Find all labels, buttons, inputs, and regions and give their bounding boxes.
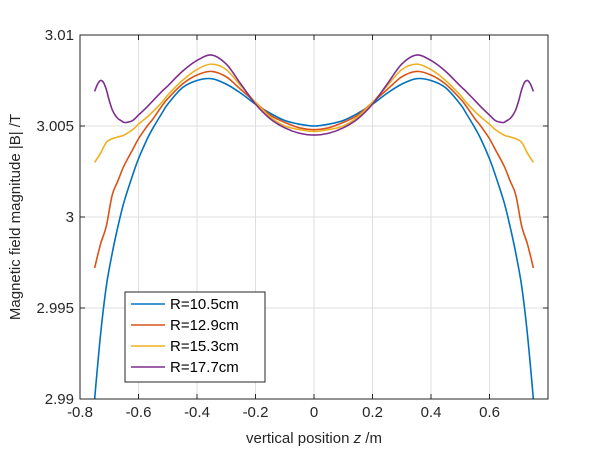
x-tick-label: -0.2 [243, 404, 269, 421]
y-tick-label: 2.995 [36, 300, 74, 317]
series-line-r-10-5cm [93, 77, 535, 399]
y-tick-label: 2.99 [45, 391, 74, 408]
legend-label: R=17.7cm [170, 359, 239, 376]
x-axis-label-prefix: vertical position [246, 430, 354, 447]
legend-label: R=12.9cm [170, 317, 239, 334]
y-tick-label: 3 [66, 209, 74, 226]
plot-box [79, 34, 549, 400]
y-tick-label: 3.005 [36, 118, 74, 135]
x-axis-label-unit: /m [361, 430, 382, 447]
x-axis-label: vertical position z /m [246, 430, 382, 447]
series-line-r-15-3cm [93, 63, 535, 163]
x-tick-label: 0.6 [479, 404, 500, 421]
legend-label: R=10.5cm [170, 296, 239, 313]
series-line-r-12-9cm [93, 70, 535, 269]
y-tick-label: 3.01 [45, 27, 74, 44]
legend-label: R=15.3cm [170, 338, 239, 355]
tick-labels: -0.8 -0.6 -0.4 -0.2 0 0.2 0.4 0.6 2.99 2.995 3 3.00… [36, 27, 499, 421]
legend: R=10.5cm R=12.9cm R=15.3cm R=17.7cm [124, 291, 266, 383]
series-line-r-17-7cm [93, 54, 535, 136]
x-tick-label: 0.2 [362, 404, 383, 421]
x-axis-label-variable: z [353, 430, 362, 447]
series-lines [93, 54, 535, 399]
x-tick-label: 0 [310, 404, 318, 421]
y-axis-label: Magnetic field magnitude |B| /T [7, 114, 24, 320]
x-tick-label: 0.4 [421, 404, 442, 421]
x-tick-label: -0.4 [184, 404, 210, 421]
x-tick-label: -0.8 [67, 404, 93, 421]
x-tick-label: -0.6 [126, 404, 152, 421]
